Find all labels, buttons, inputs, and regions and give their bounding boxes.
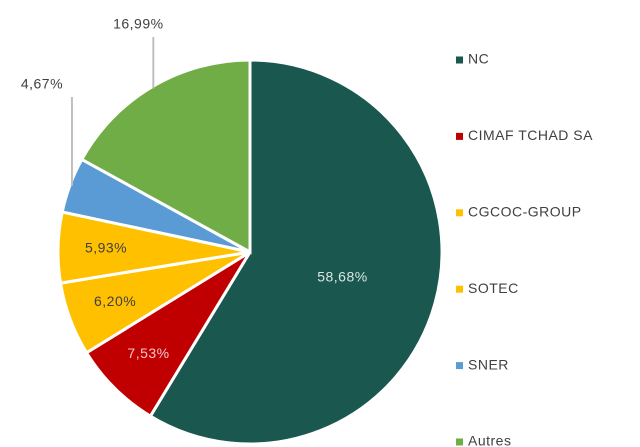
legend-label: CIMAF TCHAD SA (468, 127, 593, 143)
data-label: 5,93% (85, 239, 127, 255)
legend-label: NC (468, 51, 489, 67)
legend-label: SOTEC (468, 280, 519, 296)
data-label: 7,53% (127, 345, 169, 361)
legend-swatch (456, 285, 463, 293)
legend-swatch (456, 209, 463, 217)
data-label: 4,67% (21, 76, 63, 92)
data-label: 58,68% (317, 269, 367, 285)
data-label: 6,20% (94, 293, 136, 309)
legend-swatch (456, 438, 463, 446)
pie-slice (79, 58, 252, 255)
legend-label: SNER (468, 356, 509, 372)
pie-slice (148, 58, 444, 446)
legend-label: CGCOC-GROUP (468, 204, 582, 220)
legend-swatch (456, 132, 463, 140)
data-label: 16,99% (113, 16, 163, 32)
legend-label: Autres (468, 433, 511, 447)
legend-swatch (456, 362, 463, 370)
legend-swatch (456, 56, 463, 64)
